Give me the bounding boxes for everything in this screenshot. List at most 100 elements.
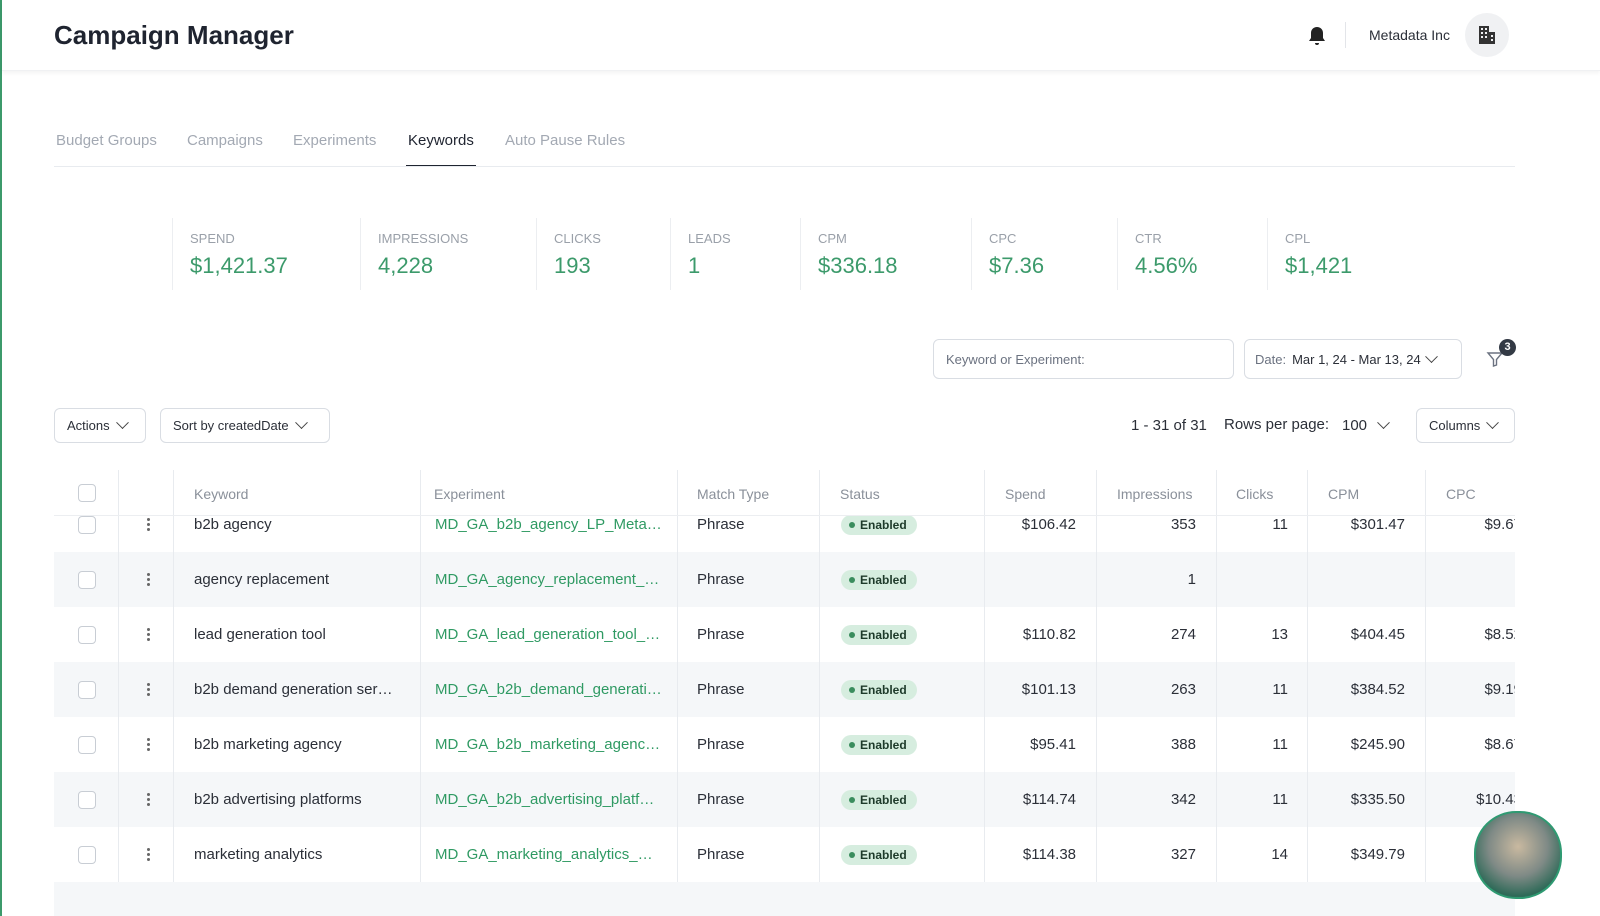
stat-value: 4.56% [1135, 253, 1198, 278]
column-divider [984, 552, 985, 607]
column-header[interactable]: Clicks [1236, 486, 1274, 502]
column-divider [420, 827, 421, 882]
table-cell: Phrase [697, 846, 745, 863]
table-cell: 11 [1272, 736, 1288, 753]
column-divider [1425, 827, 1426, 882]
table-cell: $114.74 [1022, 791, 1076, 808]
table-cell: Phrase [697, 681, 745, 698]
column-divider [118, 470, 119, 515]
notifications-icon[interactable] [1308, 26, 1326, 46]
experiment-link[interactable]: MD_GA_agency_replacement_… [435, 571, 660, 588]
column-divider [1216, 827, 1217, 882]
actions-button[interactable]: Actions [54, 408, 146, 443]
table-cell: 353 [1170, 516, 1196, 533]
company-avatar[interactable] [1465, 13, 1509, 57]
column-divider [173, 772, 174, 827]
row-checkbox[interactable] [78, 626, 96, 644]
experiment-link[interactable]: MD_GA_lead_generation_tool_… [435, 626, 661, 643]
table-cell: $9.19 [1484, 681, 1515, 698]
sort-label: Sort by createdDate [173, 418, 289, 433]
building-icon [1479, 26, 1495, 44]
tab-rule [54, 166, 1515, 167]
column-divider [1425, 552, 1426, 607]
stat-value: $1,421.37 [190, 253, 288, 278]
table-cell: agency replacement [194, 571, 330, 588]
column-header[interactable]: Experiment [434, 486, 505, 502]
assistant-avatar[interactable] [1474, 811, 1562, 899]
table-cell: 11 [1272, 681, 1288, 698]
column-header[interactable]: CPM [1328, 486, 1360, 502]
table-cell: b2b agency [194, 516, 272, 533]
column-header[interactable]: CPC [1446, 486, 1476, 502]
experiment-link[interactable]: MD_GA_marketing_analytics_… [435, 846, 653, 863]
experiment-link[interactable]: MD_GA_b2b_demand_generati… [435, 681, 662, 698]
tab[interactable]: Budget Groups [56, 132, 157, 149]
row-menu[interactable] [147, 578, 150, 581]
row-checkbox[interactable] [78, 736, 96, 754]
status-badge: Enabled [841, 679, 917, 700]
row-checkbox[interactable] [78, 571, 96, 589]
actions-label: Actions [67, 418, 110, 433]
column-divider [819, 497, 820, 552]
date-picker[interactable]: Date: Mar 1, 24 - Mar 13, 24 [1244, 339, 1462, 379]
select-all-checkbox[interactable] [78, 484, 96, 502]
table-cell: 388 [1170, 736, 1196, 753]
table-cell: Phrase [697, 736, 745, 753]
experiment-link[interactable]: MD_GA_b2b_agency_LP_Meta… [435, 516, 662, 533]
row-menu[interactable] [147, 798, 150, 801]
column-divider [1307, 772, 1308, 827]
row-menu[interactable] [147, 523, 150, 526]
column-header[interactable]: Status [840, 486, 880, 502]
column-header[interactable]: Spend [1005, 486, 1046, 502]
column-divider [1096, 470, 1097, 515]
column-header[interactable]: Match Type [697, 486, 770, 502]
tab[interactable]: Experiments [293, 132, 377, 149]
table-cell: $384.52 [1350, 681, 1405, 698]
company-name[interactable]: Metadata Inc [1369, 27, 1450, 43]
row-checkbox[interactable] [78, 681, 96, 699]
row-menu[interactable] [147, 853, 150, 856]
stat-value: 4,228 [378, 253, 434, 278]
tab[interactable]: Campaigns [187, 132, 263, 149]
table-row: b2b advertising platforms MD_GA_b2b_adver… [54, 772, 1515, 827]
row-checkbox[interactable] [78, 846, 96, 864]
stat-label: CPL [1285, 231, 1311, 246]
tab[interactable]: Keywords [408, 132, 474, 149]
pagination-range: 1 - 31 of 31 [1131, 417, 1207, 434]
column-divider [819, 717, 820, 772]
column-divider [984, 497, 985, 552]
table-cell: $8.67 [1484, 736, 1515, 753]
table-cell: $349.79 [1350, 846, 1405, 863]
stat-divider [670, 218, 671, 290]
column-divider [1216, 717, 1217, 772]
table-cell: $95.41 [1030, 736, 1076, 753]
app-title: Campaign Manager [54, 20, 294, 50]
row-checkbox[interactable] [78, 791, 96, 809]
search-input[interactable]: Keyword or Experiment: [933, 339, 1234, 379]
row-menu[interactable] [147, 743, 150, 746]
table-row [54, 882, 1515, 916]
row-menu[interactable] [147, 633, 150, 636]
column-divider [1425, 772, 1426, 827]
stat-value: $1,421 [1285, 253, 1353, 278]
experiment-link[interactable]: MD_GA_b2b_marketing_agenc… [435, 736, 661, 753]
row-menu[interactable] [147, 688, 150, 691]
rows-per-page-select[interactable]: 100 [1342, 416, 1390, 434]
column-divider [1216, 497, 1217, 552]
row-checkbox[interactable] [78, 516, 96, 534]
tab[interactable]: Auto Pause Rules [505, 132, 626, 149]
experiment-link[interactable]: MD_GA_b2b_advertising_platf… [435, 791, 655, 808]
column-divider [1096, 552, 1097, 607]
column-divider [677, 717, 678, 772]
column-divider [420, 497, 421, 552]
stat-label: LEADS [688, 231, 731, 246]
stat-divider [360, 218, 361, 290]
status-cell: Enabled [841, 772, 971, 827]
column-divider [819, 772, 820, 827]
column-header[interactable]: Impressions [1117, 486, 1193, 502]
column-divider [173, 662, 174, 717]
columns-button[interactable]: Columns [1416, 408, 1515, 443]
column-header[interactable]: Keyword [194, 486, 249, 502]
sort-button[interactable]: Sort by createdDate [160, 408, 330, 443]
table-cell: $301.47 [1350, 516, 1405, 533]
